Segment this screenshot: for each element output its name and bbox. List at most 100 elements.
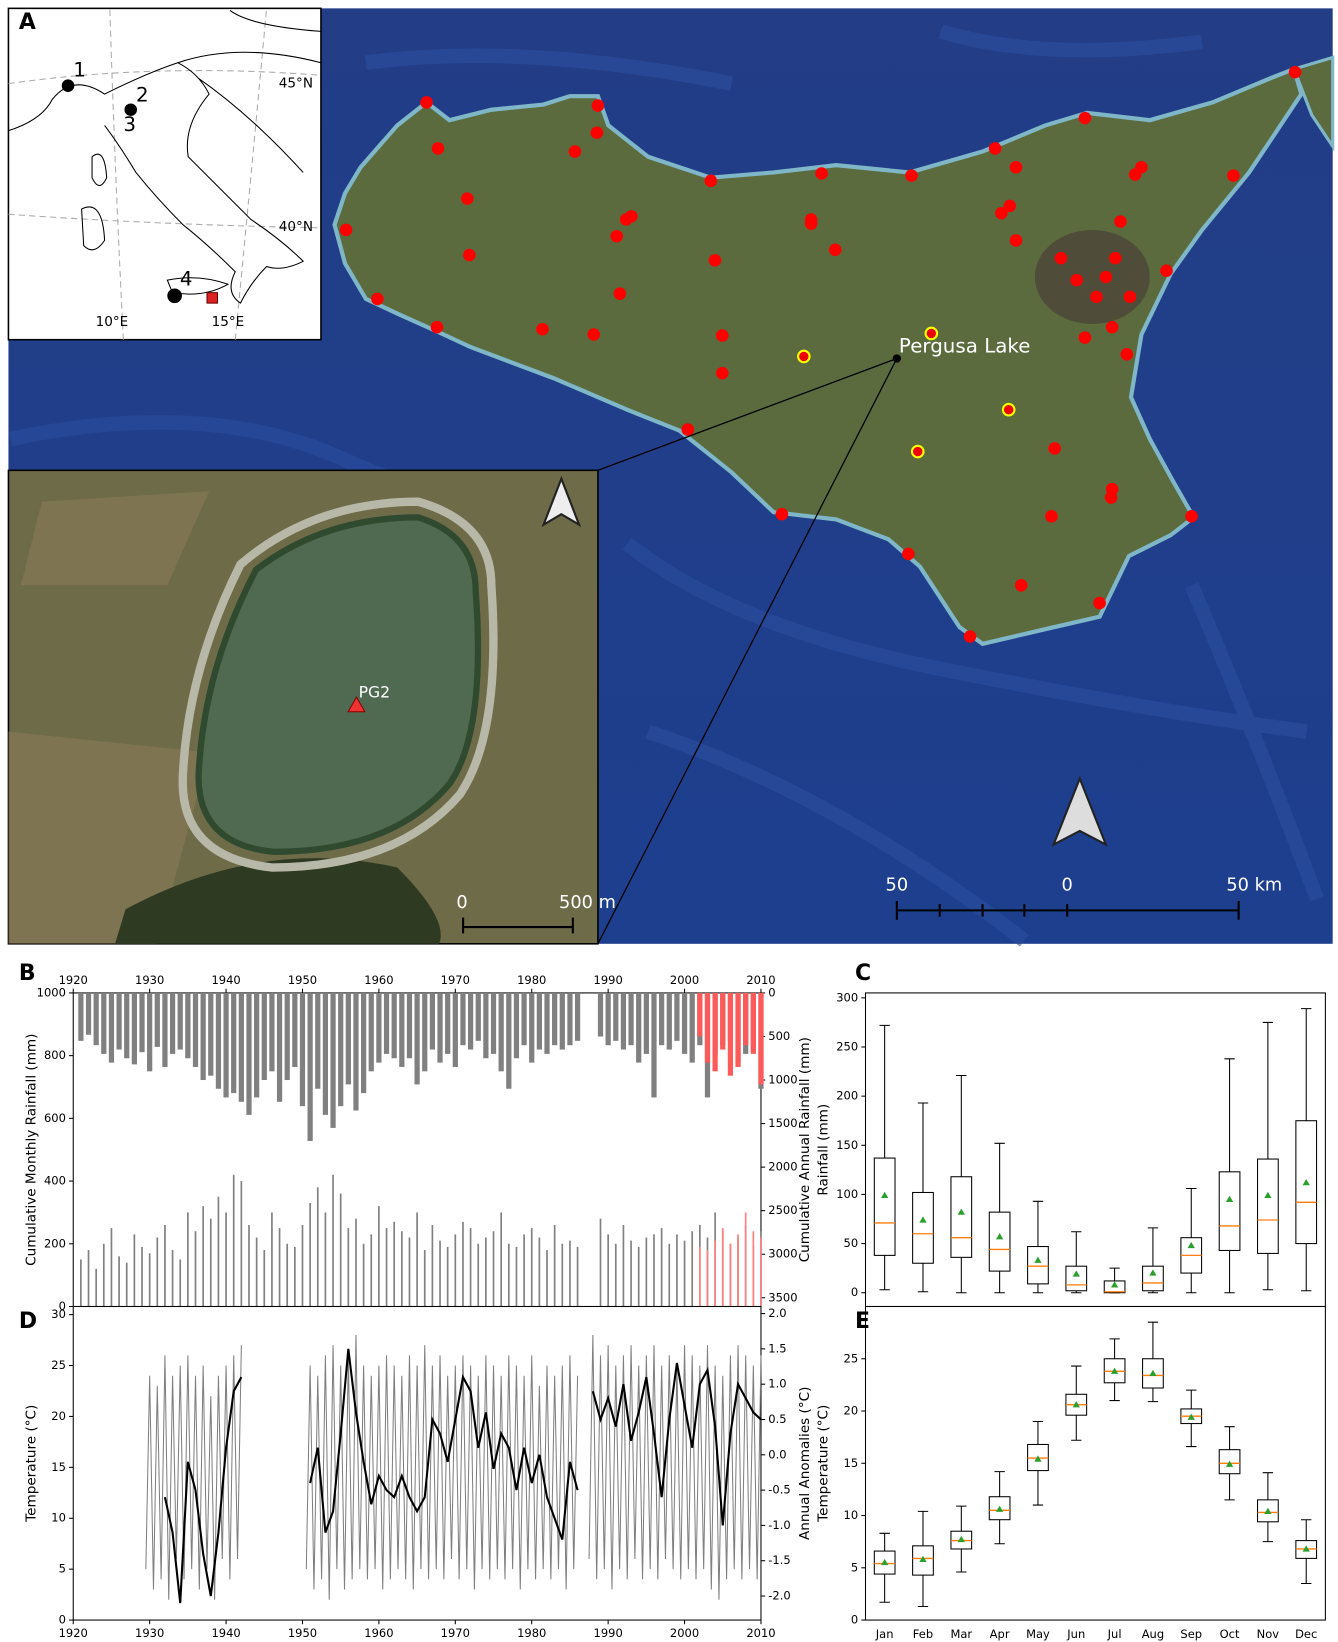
- monthly-bar: [653, 1234, 655, 1307]
- station: [371, 292, 384, 306]
- road-ring: [178, 497, 498, 872]
- monthly-bar: [637, 1246, 640, 1307]
- monthly-bar: [515, 1246, 518, 1307]
- mean: [1264, 1507, 1272, 1514]
- annual-bar: [391, 992, 397, 1059]
- annual-bar: [467, 992, 474, 1050]
- box: [1218, 1171, 1241, 1251]
- station: [1105, 320, 1119, 334]
- y-tick-label: 100: [836, 1187, 858, 1201]
- etna: [1034, 229, 1150, 325]
- annual-bar: [651, 992, 657, 1098]
- y-tick-label: 20: [844, 1404, 859, 1418]
- whisker: [879, 1574, 890, 1603]
- box: [1295, 1120, 1318, 1245]
- monthly-bar: [339, 1193, 342, 1307]
- y-tick-label: 25: [51, 1358, 66, 1372]
- y-axis-label: Temperature (°C): [23, 1405, 39, 1523]
- annual-bar: [292, 992, 298, 1067]
- whisker: [994, 1142, 1005, 1213]
- station: [716, 329, 729, 342]
- x-tick-label: 1990: [594, 973, 623, 987]
- box: [1027, 1246, 1049, 1285]
- station: [1014, 579, 1028, 592]
- annual-bar: [483, 992, 489, 1059]
- temperature-line: [305, 1334, 579, 1600]
- station: [430, 320, 444, 334]
- station: [1045, 510, 1058, 523]
- annual-bar: [659, 992, 665, 1046]
- mean: [919, 1555, 927, 1563]
- x-tick-label: Aug: [1142, 1627, 1164, 1641]
- annual-bar: [735, 992, 741, 1067]
- annual-bar: [452, 992, 458, 1067]
- mean: [1149, 1369, 1157, 1376]
- anomaly-line: [163, 1376, 243, 1604]
- whisker: [1109, 1382, 1120, 1402]
- whisker: [1301, 1008, 1312, 1121]
- mean: [957, 1535, 965, 1543]
- annual-bar: [559, 992, 565, 1050]
- y-axis-label: Rainfall (mm): [816, 1104, 832, 1196]
- monthly-bar: [691, 1231, 694, 1307]
- x-tick-label: 1950: [288, 973, 317, 987]
- whisker: [1301, 1243, 1312, 1292]
- annual-bar: [246, 992, 252, 1115]
- annual-bar: [552, 992, 558, 1046]
- station: [775, 507, 789, 521]
- station: [681, 423, 695, 436]
- map-panel: Pergusa Lake 50 0 50 km PG2 0 500 m A 1 …: [7, 7, 1335, 947]
- islands: [81, 153, 230, 295]
- whisker: [1186, 1423, 1197, 1448]
- y-tick-label: 200: [836, 1089, 858, 1103]
- station: [590, 126, 604, 140]
- calabria: [1291, 55, 1335, 152]
- station: [704, 174, 718, 188]
- annual-bar: [643, 992, 649, 1054]
- station-highlight: [1001, 402, 1016, 417]
- lon-label: 15°E: [212, 314, 245, 330]
- monthly-bar: [706, 1250, 709, 1307]
- monthly-bar: [431, 1224, 434, 1307]
- annual-bar: [108, 992, 115, 1063]
- annual-bar: [521, 992, 527, 1046]
- core-site: [347, 696, 366, 713]
- station: [1120, 348, 1134, 361]
- annual-bar: [689, 992, 695, 1063]
- monthly-bar: [347, 1228, 350, 1307]
- annual-bar: [154, 992, 160, 1047]
- monthly-bar: [561, 1243, 564, 1307]
- box: [988, 1496, 1011, 1521]
- monthly-bar: [729, 1243, 732, 1307]
- whisker: [994, 1519, 1005, 1545]
- station: [610, 229, 624, 243]
- station: [1160, 264, 1173, 277]
- x-tick-label: Oct: [1220, 1627, 1240, 1641]
- x-tick-label: 1960: [364, 1626, 393, 1640]
- x-tick-label: 1950: [288, 1626, 317, 1640]
- y-tick-label: 250: [836, 1039, 858, 1053]
- monthly-bar: [477, 1243, 480, 1307]
- y-tick-label: 150: [836, 1138, 858, 1152]
- whisker: [1071, 1415, 1082, 1441]
- annual-bar: [231, 992, 237, 1094]
- whisker: [1301, 1519, 1312, 1541]
- y-tick-label: 10: [844, 1508, 859, 1522]
- stations: [339, 65, 1302, 643]
- station: [1128, 168, 1142, 181]
- box: [1218, 1449, 1241, 1475]
- annual-bar: [131, 992, 137, 1065]
- north-arrow: [1051, 775, 1108, 847]
- annual-bar: [116, 992, 122, 1050]
- annual-bar: [162, 992, 168, 1067]
- y2-tick-label: 0.0: [768, 1447, 786, 1461]
- box: [873, 1550, 896, 1575]
- annual-bar: [544, 992, 550, 1054]
- y-tick-label: 0: [851, 1285, 858, 1299]
- y2-axis-label: Annual Anomalies (°C): [797, 1387, 813, 1540]
- anomaly-line: [309, 1348, 579, 1540]
- y-tick-label: 400: [44, 1174, 66, 1188]
- annual-bar: [185, 992, 191, 1059]
- annual-bar: [85, 992, 92, 1035]
- whisker: [1224, 1250, 1235, 1294]
